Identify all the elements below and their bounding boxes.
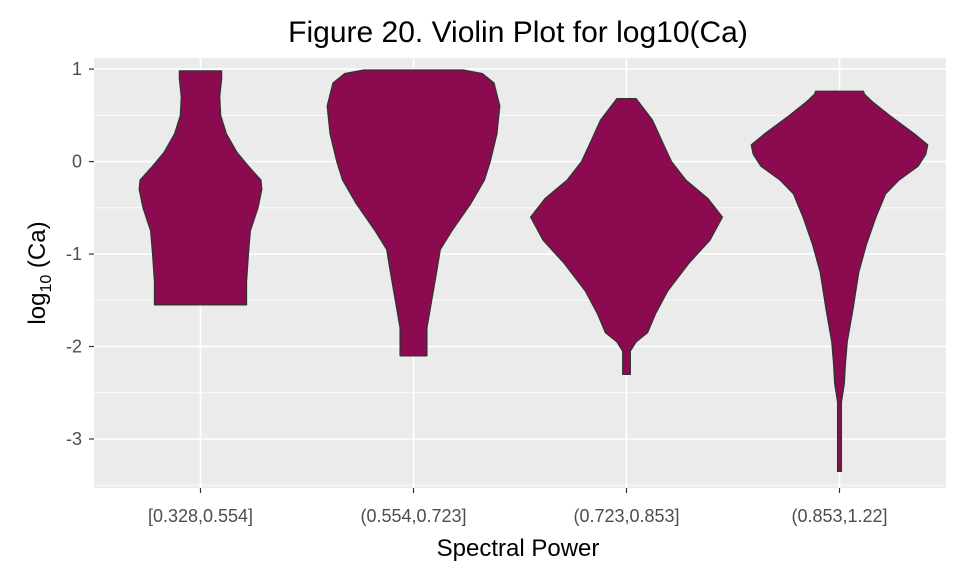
x-axis-title: Spectral Power (437, 535, 600, 562)
violins (138, 69, 929, 473)
y-axis-title-base: log (24, 293, 51, 325)
y-tick-label: -1 (66, 244, 82, 264)
violin-1 (138, 70, 263, 306)
x-tick-label: (0.723,0.853] (573, 506, 679, 526)
y-tick-label: 1 (72, 59, 82, 79)
y-tick-label: -2 (66, 337, 82, 357)
y-axis-title: log10 (Ca) (24, 221, 55, 324)
x-tick-label: (0.853,1.22] (791, 506, 887, 526)
violin-3 (529, 98, 724, 375)
y-axis-title-subscript: 10 (38, 275, 55, 293)
chart-title: Figure 20. Violin Plot for log10(Ca) (288, 16, 748, 49)
x-tick-label: (0.554,0.723] (360, 506, 466, 526)
violin-2 (326, 69, 501, 357)
x-tick-label: [0.328,0.554] (148, 506, 253, 526)
y-tick-label: 0 (72, 152, 82, 172)
y-tick-label: -3 (66, 429, 82, 449)
y-axis-title-rest: (Ca) (24, 221, 51, 274)
violin-4 (750, 90, 929, 473)
axes: 1 0 -1 -2 -3 [0.328,0.554] (0.554,0.723] (0.723… (66, 59, 888, 526)
